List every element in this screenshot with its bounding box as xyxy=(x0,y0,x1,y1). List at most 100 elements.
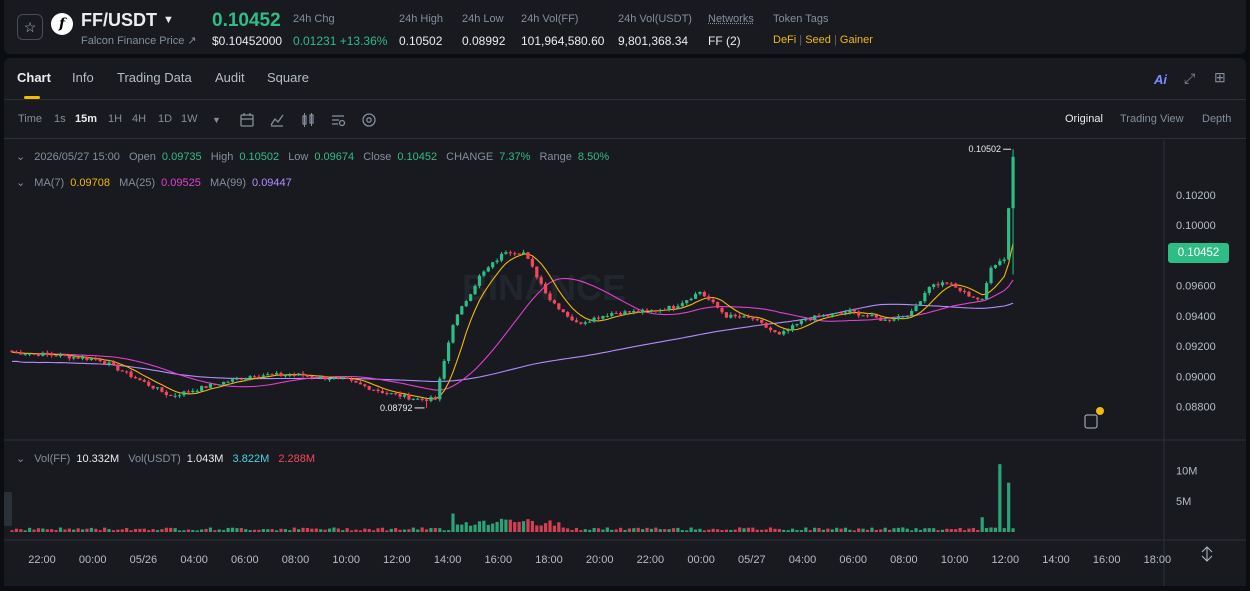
candle-body xyxy=(305,375,310,377)
candlestick-chart[interactable]: BINANCE0.105020.087920.102000.100000.098… xyxy=(4,140,1246,586)
interval-15m[interactable]: 15m xyxy=(75,113,98,125)
candle-body xyxy=(596,317,601,319)
volume-bar xyxy=(239,528,243,532)
time-axis-tick: 00:00 xyxy=(79,554,107,566)
pair-selector[interactable]: FF/USDT ▼ xyxy=(81,10,174,31)
volume-bar xyxy=(738,527,742,532)
fullscreen-icon[interactable]: ⤢ xyxy=(1184,70,1196,86)
candle-body xyxy=(177,395,182,397)
volume-bar xyxy=(786,530,790,532)
volume-bar xyxy=(658,529,662,532)
candle-body xyxy=(195,390,199,392)
settings-icon[interactable] xyxy=(330,112,346,128)
volume-bar xyxy=(380,527,385,532)
interval-1d[interactable]: 1D xyxy=(158,113,173,125)
legend-collapse-icon[interactable]: ⌄ xyxy=(16,453,26,465)
indicator-icon[interactable] xyxy=(269,112,285,128)
tag-defi[interactable]: DeFi xyxy=(773,34,797,46)
candle-body xyxy=(676,306,680,309)
interval-1s[interactable]: 1s xyxy=(54,113,66,125)
volume-bar xyxy=(654,527,658,532)
stat-label: 24h High xyxy=(399,13,444,25)
legend-change-label: CHANGE xyxy=(446,151,494,163)
candle-body xyxy=(693,293,698,299)
candle-body xyxy=(993,264,998,268)
candle-body xyxy=(120,370,124,372)
volume-bar xyxy=(107,529,111,532)
volume-bar xyxy=(636,527,640,532)
candle-body xyxy=(455,314,460,326)
volume-bar xyxy=(627,528,631,532)
candle-body xyxy=(795,323,799,326)
tab-audit[interactable]: Audit xyxy=(215,70,245,85)
view-trading-view[interactable]: Trading View xyxy=(1120,113,1184,125)
candle-body xyxy=(389,393,393,395)
tab-square[interactable]: Square xyxy=(267,70,309,85)
candle-body xyxy=(592,317,596,322)
chart-tabs: Chart Info Trading Data Audit Square Ai … xyxy=(4,58,1246,100)
volume-bar xyxy=(879,529,883,532)
candle-body xyxy=(345,377,349,380)
target-icon[interactable] xyxy=(361,112,377,128)
stat-networks[interactable]: Networks FF (2) xyxy=(708,13,754,48)
view-original[interactable]: Original xyxy=(1065,113,1103,125)
volume-bar xyxy=(566,528,570,532)
volume-bar xyxy=(521,521,526,532)
candle-body xyxy=(861,315,865,317)
volume-bar xyxy=(147,530,151,532)
candle-body xyxy=(111,362,116,365)
favorite-star-icon[interactable]: ☆ xyxy=(17,14,43,40)
volume-bar xyxy=(200,529,204,532)
candle-type-icon[interactable] xyxy=(300,112,316,128)
candle-body xyxy=(155,387,160,389)
interval-time[interactable]: Time xyxy=(18,113,43,125)
candle-body xyxy=(777,331,781,335)
volume-bar xyxy=(539,525,543,532)
candle-body xyxy=(336,377,340,379)
volume-bar xyxy=(164,527,168,532)
tag-seed[interactable]: Seed xyxy=(805,34,831,46)
layout-grid-icon[interactable]: ⊞ xyxy=(1214,69,1226,85)
volume-bar xyxy=(173,528,177,532)
volume-bar xyxy=(402,529,407,532)
view-depth[interactable]: Depth xyxy=(1202,113,1232,125)
ma7-line xyxy=(12,242,1014,400)
candle-body xyxy=(535,266,539,278)
candle-body xyxy=(835,312,839,314)
legend-change: 7.37% xyxy=(499,151,531,163)
volume-bar xyxy=(116,529,120,532)
interval-4h[interactable]: 4H xyxy=(132,113,147,125)
price-axis-tick: 0.08800 xyxy=(1176,402,1216,414)
volume-bar xyxy=(914,528,918,532)
ai-button[interactable]: Ai xyxy=(1154,72,1167,87)
volume-bar xyxy=(645,527,649,532)
interval-1h[interactable]: 1H xyxy=(108,113,123,125)
chart-area[interactable]: BINANCE0.105020.087920.102000.100000.098… xyxy=(4,140,1246,586)
interval-1w[interactable]: 1W xyxy=(181,113,198,125)
volume-bar xyxy=(58,527,63,532)
chevron-down-icon[interactable]: ▼ xyxy=(212,115,221,125)
volume-bar xyxy=(103,527,107,532)
volume-bar xyxy=(1011,528,1015,532)
tab-info[interactable]: Info xyxy=(72,70,94,85)
volume-bar xyxy=(623,529,627,532)
volume-bar xyxy=(852,530,856,532)
volume-bar xyxy=(601,529,605,532)
legend-collapse-icon[interactable]: ⌄ xyxy=(16,151,26,163)
legend-collapse-icon[interactable]: ⌄ xyxy=(16,177,26,189)
candle-body xyxy=(738,316,742,318)
tag-gainer[interactable]: Gainer xyxy=(839,34,873,46)
candle-body xyxy=(949,283,953,285)
time-axis-tick: 12:00 xyxy=(992,554,1020,566)
time-axis-tick: 06:00 xyxy=(839,554,867,566)
tab-trading-data[interactable]: Trading Data xyxy=(117,70,192,85)
volume-bar xyxy=(182,530,186,532)
volume-bar xyxy=(848,529,852,532)
volume-bar xyxy=(685,530,689,532)
volume-bar xyxy=(949,529,953,532)
vol-ma-a-value: 3.822M xyxy=(232,453,270,465)
calendar-icon[interactable] xyxy=(239,112,255,128)
tab-chart[interactable]: Chart xyxy=(17,70,51,85)
candle-body xyxy=(164,391,168,395)
token-price-link[interactable]: Falcon Finance Price ↗ xyxy=(81,34,197,47)
